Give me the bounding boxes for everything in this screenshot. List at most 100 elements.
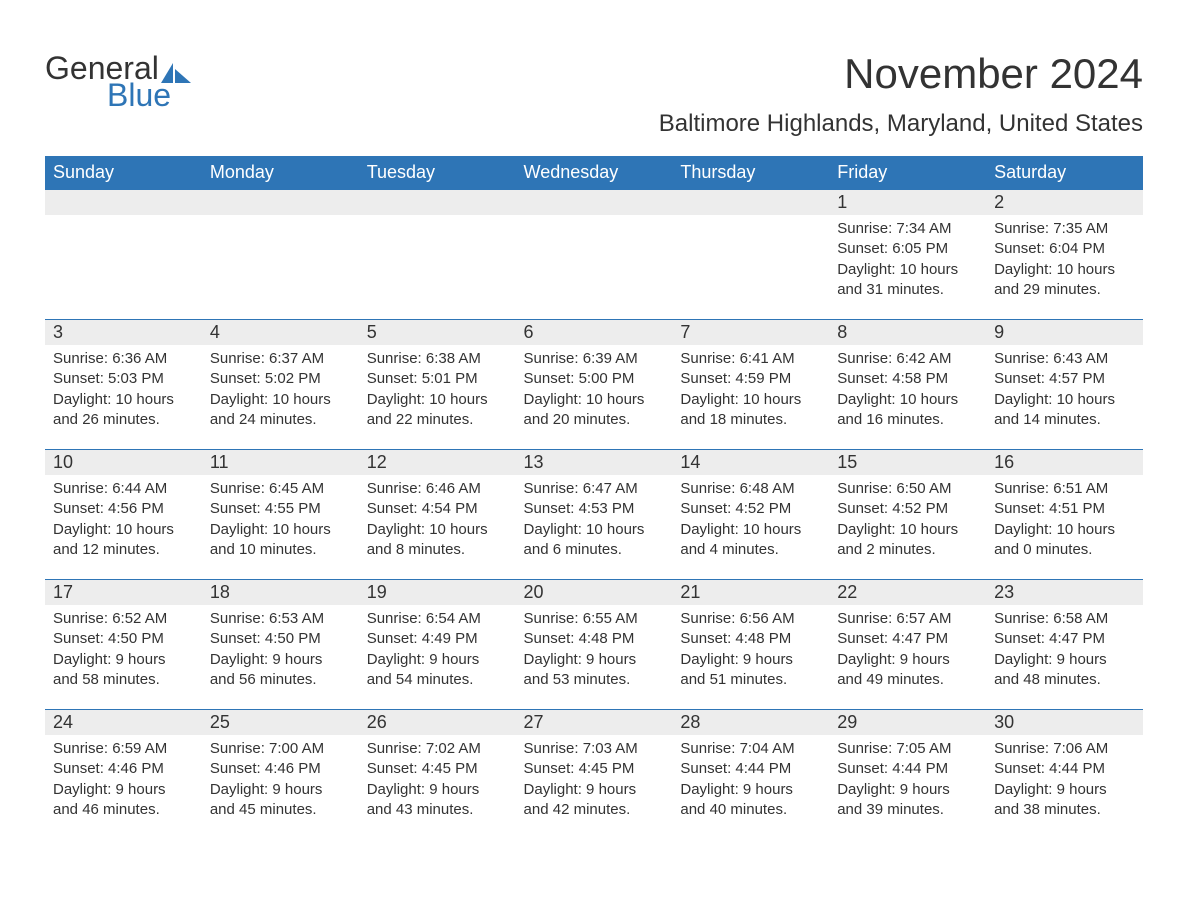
sunset-text: Sunset: 4:50 PM [53,629,194,649]
empty-day-cell [202,190,359,320]
day-content: Sunrise: 7:00 AMSunset: 4:46 PMDaylight:… [202,735,359,824]
sunset-text: Sunset: 4:48 PM [524,629,665,649]
daylight-text-2: and 0 minutes. [994,540,1135,560]
day-content: Sunrise: 7:04 AMSunset: 4:44 PMDaylight:… [672,735,829,824]
logo: General Blue [45,50,191,114]
daylight-text-1: Daylight: 9 hours [367,650,508,670]
sunset-text: Sunset: 4:44 PM [837,759,978,779]
day-cell: 4Sunrise: 6:37 AMSunset: 5:02 PMDaylight… [202,320,359,450]
day-content: Sunrise: 6:36 AMSunset: 5:03 PMDaylight:… [45,345,202,434]
day-cell: 17Sunrise: 6:52 AMSunset: 4:50 PMDayligh… [45,580,202,710]
sunset-text: Sunset: 5:00 PM [524,369,665,389]
empty-day-cell [516,190,673,320]
daylight-text-2: and 8 minutes. [367,540,508,560]
day-number: 28 [672,710,829,735]
day-content: Sunrise: 6:44 AMSunset: 4:56 PMDaylight:… [45,475,202,564]
day-number: 17 [45,580,202,605]
day-cell: 16Sunrise: 6:51 AMSunset: 4:51 PMDayligh… [986,450,1143,580]
daylight-text-1: Daylight: 10 hours [837,520,978,540]
sunrise-text: Sunrise: 6:47 AM [524,479,665,499]
sunset-text: Sunset: 4:46 PM [53,759,194,779]
day-number: 9 [986,320,1143,345]
sunset-text: Sunset: 5:01 PM [367,369,508,389]
day-cell: 2Sunrise: 7:35 AMSunset: 6:04 PMDaylight… [986,190,1143,320]
daylight-text-1: Daylight: 10 hours [994,260,1135,280]
weekday-saturday: Saturday [986,156,1143,190]
day-content: Sunrise: 6:42 AMSunset: 4:58 PMDaylight:… [829,345,986,434]
sunrise-text: Sunrise: 7:34 AM [837,219,978,239]
daylight-text-2: and 48 minutes. [994,670,1135,690]
day-number: 25 [202,710,359,735]
daylight-text-2: and 14 minutes. [994,410,1135,430]
month-title: November 2024 [659,50,1143,98]
day-number: 29 [829,710,986,735]
sunset-text: Sunset: 4:44 PM [680,759,821,779]
day-cell: 18Sunrise: 6:53 AMSunset: 4:50 PMDayligh… [202,580,359,710]
daylight-text-2: and 51 minutes. [680,670,821,690]
weekday-friday: Friday [829,156,986,190]
sunrise-text: Sunrise: 6:50 AM [837,479,978,499]
day-cell: 23Sunrise: 6:58 AMSunset: 4:47 PMDayligh… [986,580,1143,710]
sunrise-text: Sunrise: 7:03 AM [524,739,665,759]
day-content: Sunrise: 6:53 AMSunset: 4:50 PMDaylight:… [202,605,359,694]
day-cell: 26Sunrise: 7:02 AMSunset: 4:45 PMDayligh… [359,710,516,840]
sunset-text: Sunset: 4:47 PM [994,629,1135,649]
daylight-text-1: Daylight: 9 hours [524,650,665,670]
empty-day-bar [45,190,202,215]
day-number: 13 [516,450,673,475]
sunset-text: Sunset: 4:45 PM [524,759,665,779]
day-cell: 22Sunrise: 6:57 AMSunset: 4:47 PMDayligh… [829,580,986,710]
calendar-week-row: 10Sunrise: 6:44 AMSunset: 4:56 PMDayligh… [45,450,1143,580]
daylight-text-1: Daylight: 9 hours [837,780,978,800]
day-number: 23 [986,580,1143,605]
day-content: Sunrise: 6:56 AMSunset: 4:48 PMDaylight:… [672,605,829,694]
weekday-tuesday: Tuesday [359,156,516,190]
empty-day-cell [359,190,516,320]
day-number: 3 [45,320,202,345]
sunset-text: Sunset: 4:59 PM [680,369,821,389]
title-block: November 2024 Baltimore Highlands, Maryl… [659,50,1143,138]
logo-text-blue: Blue [107,77,191,114]
sunrise-text: Sunrise: 6:38 AM [367,349,508,369]
daylight-text-2: and 4 minutes. [680,540,821,560]
sunrise-text: Sunrise: 6:53 AM [210,609,351,629]
day-cell: 20Sunrise: 6:55 AMSunset: 4:48 PMDayligh… [516,580,673,710]
daylight-text-2: and 22 minutes. [367,410,508,430]
daylight-text-1: Daylight: 10 hours [53,520,194,540]
sunset-text: Sunset: 6:05 PM [837,239,978,259]
daylight-text-2: and 49 minutes. [837,670,978,690]
sunrise-text: Sunrise: 6:45 AM [210,479,351,499]
daylight-text-1: Daylight: 10 hours [837,390,978,410]
day-content: Sunrise: 6:37 AMSunset: 5:02 PMDaylight:… [202,345,359,434]
day-content: Sunrise: 6:47 AMSunset: 4:53 PMDaylight:… [516,475,673,564]
sunrise-text: Sunrise: 6:37 AM [210,349,351,369]
sunset-text: Sunset: 5:02 PM [210,369,351,389]
sunset-text: Sunset: 4:58 PM [837,369,978,389]
sunset-text: Sunset: 4:54 PM [367,499,508,519]
sunset-text: Sunset: 4:57 PM [994,369,1135,389]
sunrise-text: Sunrise: 6:36 AM [53,349,194,369]
sunrise-text: Sunrise: 6:55 AM [524,609,665,629]
weekday-wednesday: Wednesday [516,156,673,190]
day-content: Sunrise: 6:38 AMSunset: 5:01 PMDaylight:… [359,345,516,434]
daylight-text-1: Daylight: 9 hours [994,780,1135,800]
calendar-body: 1Sunrise: 7:34 AMSunset: 6:05 PMDaylight… [45,190,1143,840]
daylight-text-2: and 12 minutes. [53,540,194,560]
daylight-text-2: and 26 minutes. [53,410,194,430]
daylight-text-2: and 31 minutes. [837,280,978,300]
daylight-text-1: Daylight: 10 hours [680,390,821,410]
day-content: Sunrise: 6:54 AMSunset: 4:49 PMDaylight:… [359,605,516,694]
daylight-text-1: Daylight: 10 hours [994,520,1135,540]
day-number: 18 [202,580,359,605]
day-content: Sunrise: 7:34 AMSunset: 6:05 PMDaylight:… [829,215,986,304]
daylight-text-2: and 29 minutes. [994,280,1135,300]
day-cell: 13Sunrise: 6:47 AMSunset: 4:53 PMDayligh… [516,450,673,580]
sunset-text: Sunset: 4:56 PM [53,499,194,519]
weekday-thursday: Thursday [672,156,829,190]
day-number: 26 [359,710,516,735]
day-number: 16 [986,450,1143,475]
day-number: 8 [829,320,986,345]
day-number: 15 [829,450,986,475]
empty-day-bar [202,190,359,215]
daylight-text-2: and 16 minutes. [837,410,978,430]
